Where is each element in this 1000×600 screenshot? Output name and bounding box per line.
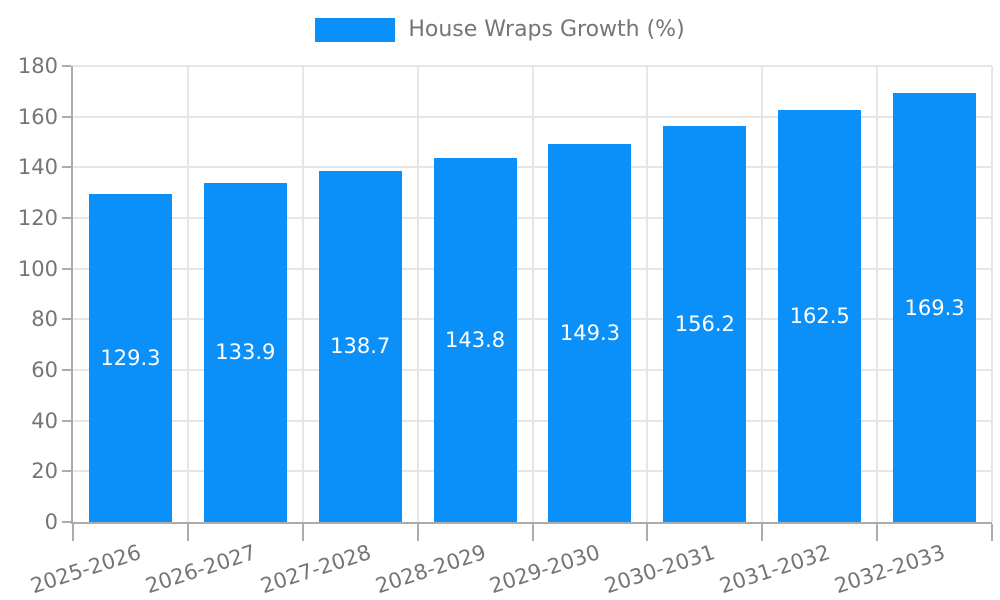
gridline-vertical: [186, 66, 189, 522]
x-axis-tick-label: 2028-2029: [372, 540, 489, 599]
x-axis-tick-label: 2027-2028: [257, 540, 374, 599]
legend-label: House Wraps Growth (%): [408, 17, 685, 42]
x-axis-tick: [72, 524, 74, 541]
gridline-vertical: [301, 66, 304, 522]
gridline-vertical: [991, 66, 993, 522]
bar: 149.3: [548, 143, 632, 522]
y-axis-tick: [62, 470, 71, 473]
bar: 162.5: [778, 110, 862, 522]
gridline-vertical: [761, 66, 764, 522]
legend-swatch: [315, 17, 396, 42]
y-axis-tick: [62, 217, 71, 219]
y-axis-line: [71, 66, 73, 524]
bar: 143.8: [433, 157, 517, 522]
x-axis-tick-label: 2032-2033: [831, 540, 948, 599]
bar: 129.3: [88, 194, 172, 522]
y-axis-tick: [62, 166, 71, 169]
x-axis-line: [71, 522, 992, 524]
x-axis-tick: [531, 524, 534, 541]
bar: 169.3: [893, 93, 977, 522]
x-axis-tick: [186, 524, 189, 541]
y-axis-tick-label: 160: [17, 104, 58, 129]
legend: House Wraps Growth (%): [0, 17, 1000, 42]
bar-value-label: 133.9: [215, 340, 276, 365]
x-axis-tick: [876, 524, 879, 541]
x-axis-tick: [991, 524, 993, 541]
y-axis-tick-label: 20: [31, 459, 58, 484]
x-axis-tick-label: 2025-2026: [27, 540, 144, 599]
gridline-vertical: [416, 66, 419, 522]
y-axis-tick: [62, 419, 71, 422]
bar-value-label: 149.3: [559, 320, 620, 345]
y-axis-tick-label: 100: [17, 256, 58, 281]
x-axis-tick: [761, 524, 764, 541]
y-axis-tick-label: 40: [31, 408, 58, 433]
y-axis-tick-label: 0: [44, 510, 58, 534]
y-axis-tick-label: 180: [17, 54, 58, 78]
y-axis-tick: [62, 318, 71, 321]
y-axis-tick: [62, 267, 71, 270]
bar-value-label: 138.7: [330, 334, 391, 359]
y-axis-tick: [62, 65, 71, 67]
x-axis-tick-label: 2029-2030: [487, 540, 604, 599]
x-axis-tick-label: 2026-2027: [142, 540, 259, 599]
bar: 138.7: [318, 170, 402, 522]
y-axis-tick-label: 120: [17, 206, 58, 230]
gridline-vertical: [646, 66, 649, 522]
bar-value-label: 143.8: [445, 327, 506, 352]
gridline-vertical: [531, 66, 534, 522]
x-axis-tick-label: 2031-2032: [716, 540, 834, 599]
y-axis-tick: [62, 369, 71, 371]
y-axis-tick: [62, 115, 71, 118]
bar-value-label: 162.5: [789, 304, 850, 329]
y-axis-tick-label: 80: [31, 307, 58, 332]
bar: 156.2: [663, 126, 747, 522]
y-axis-tick: [62, 521, 71, 523]
x-axis-tick-label: 2030-2031: [601, 540, 719, 599]
bar: 133.9: [203, 182, 287, 522]
y-axis-tick-label: 140: [17, 155, 58, 180]
y-axis-tick-label: 60: [31, 358, 58, 382]
x-axis-tick: [301, 524, 304, 541]
bar-value-label: 156.2: [674, 312, 735, 337]
x-axis-tick: [646, 524, 649, 541]
x-axis-tick: [416, 524, 419, 541]
bar-value-label: 169.3: [904, 295, 965, 320]
gridline-vertical: [876, 66, 879, 522]
bar-value-label: 129.3: [100, 346, 161, 371]
